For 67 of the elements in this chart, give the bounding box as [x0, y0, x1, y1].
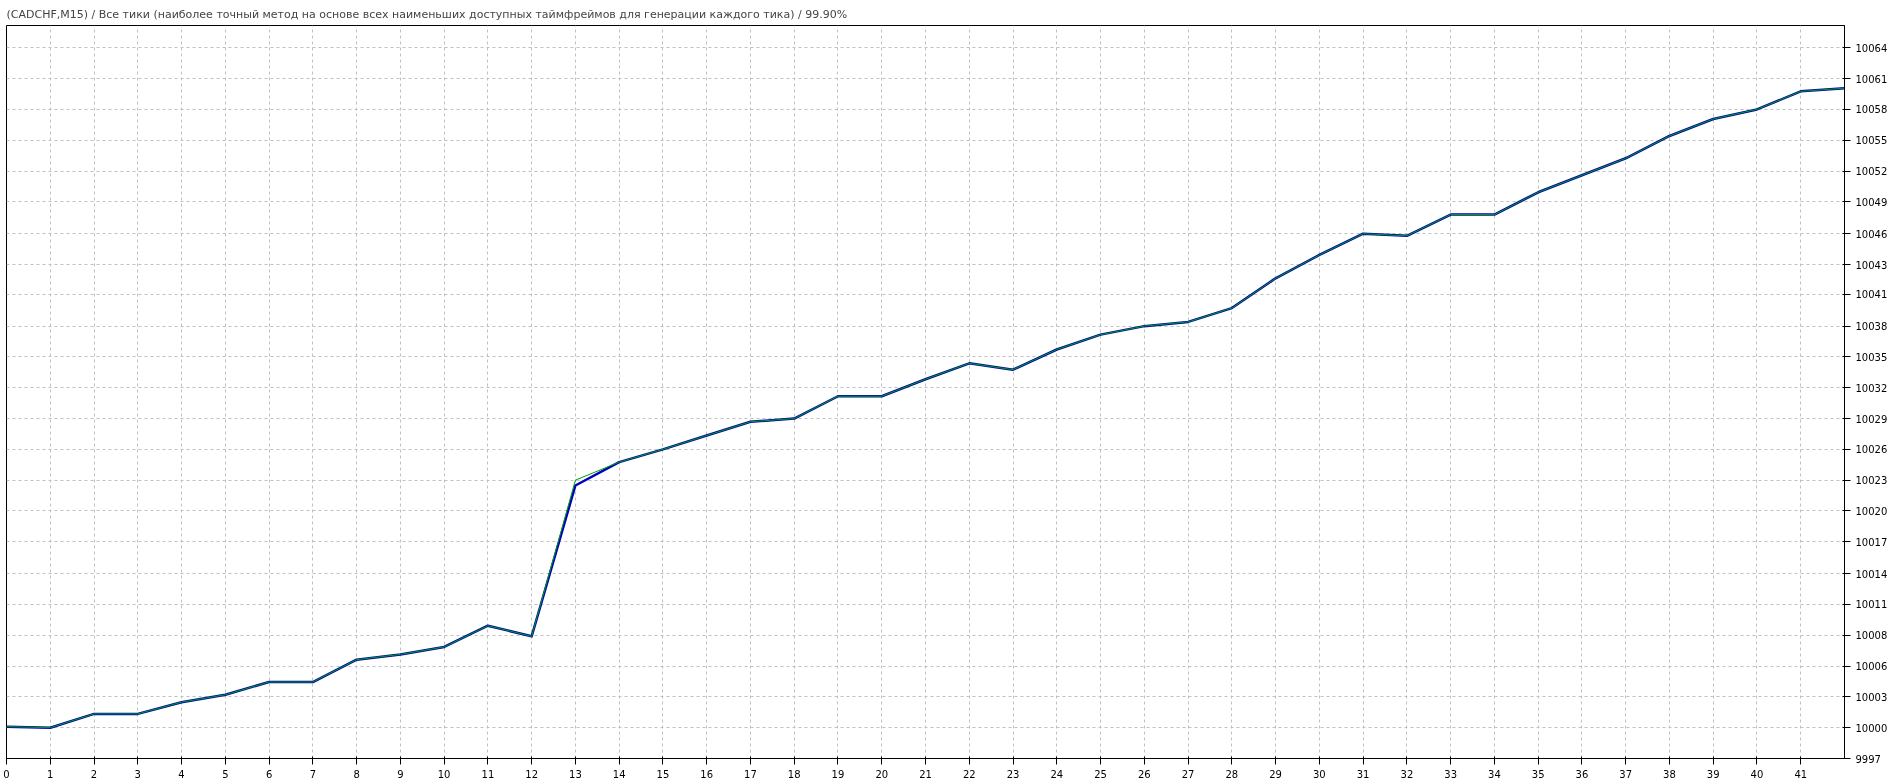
x-tick-label: 21 — [919, 768, 932, 780]
x-tick-label: 39 — [1706, 768, 1720, 780]
x-tick-label: 0 — [3, 768, 10, 780]
x-tick-label: 40 — [1750, 768, 1764, 780]
x-tick-label: 36 — [1575, 768, 1589, 780]
x-tick-label: 38 — [1663, 768, 1676, 780]
x-tick-label: 30 — [1312, 768, 1326, 780]
y-tick-label: 10043 — [1855, 259, 1888, 271]
y-tick-label: 10026 — [1855, 444, 1888, 456]
y-tick-label: 10029 — [1855, 413, 1888, 425]
x-tick-label: 12 — [525, 768, 539, 780]
x-tick-label: 26 — [1137, 768, 1151, 780]
x-tick-label: 19 — [831, 768, 845, 780]
y-tick-label: 10020 — [1855, 505, 1888, 517]
y-tick-label: 10011 — [1855, 599, 1888, 611]
y-tick-label: 10049 — [1855, 196, 1888, 208]
y-tick-label: 10061 — [1855, 73, 1888, 85]
y-tick-label: 10055 — [1855, 135, 1888, 147]
x-tick-label: 27 — [1181, 768, 1195, 780]
y-tick-label: 9997 — [1855, 753, 1881, 765]
x-tick-label: 31 — [1356, 768, 1370, 780]
x-tick-label: 15 — [656, 768, 670, 780]
y-tick-label: 10064 — [1855, 42, 1888, 54]
x-tick-label: 9 — [397, 768, 404, 780]
x-tick-label: 35 — [1531, 768, 1545, 780]
x-tick-label: 20 — [875, 768, 889, 780]
x-tick-label: 33 — [1444, 768, 1458, 780]
y-tick-label: 10041 — [1855, 289, 1888, 301]
x-tick-label: 10 — [437, 768, 451, 780]
x-tick-label: 8 — [353, 768, 360, 780]
x-tick-label: 16 — [700, 768, 714, 780]
y-tick-label: 10014 — [1855, 568, 1888, 580]
x-tick-label: 14 — [612, 768, 626, 780]
x-tick-label: 18 — [787, 768, 801, 780]
y-tick-label: 10006 — [1855, 661, 1888, 673]
y-tick-label: 10052 — [1855, 166, 1888, 178]
x-tick-label: 41 — [1794, 768, 1808, 780]
x-tick-label: 23 — [1006, 768, 1020, 780]
x-tick-label: 24 — [1050, 768, 1064, 780]
x-tick-label: 6 — [265, 768, 273, 780]
y-tick-label: 10035 — [1855, 351, 1888, 363]
x-tick-label: 4 — [178, 768, 185, 780]
y-tick-label: 10032 — [1855, 382, 1888, 394]
y-tick-label: 10046 — [1855, 228, 1888, 240]
x-tick-label: 11 — [481, 768, 495, 780]
x-tick-label: 3 — [134, 768, 141, 780]
x-tick-label: 34 — [1488, 768, 1501, 780]
x-tick-label: 28 — [1225, 768, 1239, 780]
y-tick-label: 10017 — [1855, 536, 1888, 548]
x-tick-label: 25 — [1094, 768, 1107, 780]
y-tick-label: 10000 — [1855, 722, 1888, 734]
x-tick-label: 5 — [222, 768, 229, 780]
y-tick-label: 10058 — [1855, 104, 1888, 116]
y-tick-label: 10003 — [1855, 691, 1888, 703]
x-tick-label: 22 — [962, 768, 976, 780]
x-tick-label: 32 — [1400, 768, 1414, 780]
x-tick-label: 13 — [569, 768, 582, 780]
y-tick-label: 10008 — [1855, 630, 1888, 642]
x-tick-label: 29 — [1269, 768, 1282, 780]
y-tick-label: 10038 — [1855, 321, 1888, 333]
chart-title: (CADCHF,M15) / Все тики (наиболее точный метод на основе всех наименьших доступных таймфреймов для генерации каждого тика) / 99.90% — [6, 7, 848, 21]
x-tick-label: 7 — [309, 768, 317, 780]
x-tick-label: 1 — [47, 768, 54, 780]
x-tick-label: 37 — [1619, 768, 1633, 780]
y-tick-label: 10023 — [1855, 475, 1888, 487]
x-tick-label: 2 — [90, 768, 98, 780]
x-tick-label: 17 — [744, 768, 757, 780]
